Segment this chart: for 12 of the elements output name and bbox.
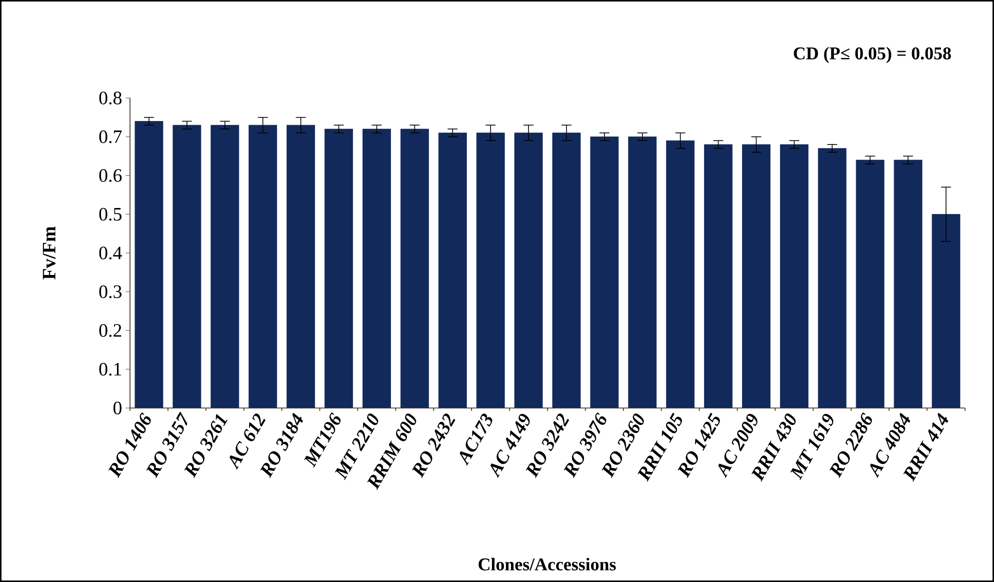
text: CD (P≤ 0.05) = 0.058 — [794, 46, 951, 64]
y-tick-label: 0.4 — [99, 246, 122, 260]
x-axis-title: Clones/Accessions — [478, 558, 616, 570]
y-tick-label: 0.7 — [99, 130, 122, 144]
y-tick-label: 0.5 — [99, 208, 122, 221]
y-axis-title: Fv/Fm — [42, 226, 56, 280]
y-tick-label: 0.6 — [99, 169, 122, 182]
y-tick-label: 0.8 — [99, 92, 122, 104]
y-tick-label: 0.2 — [99, 324, 122, 337]
y-tick-label: 0.1 — [99, 362, 122, 376]
y-tick-label: 0 — [113, 402, 122, 414]
y-tick-label: 0.3 — [99, 285, 122, 298]
